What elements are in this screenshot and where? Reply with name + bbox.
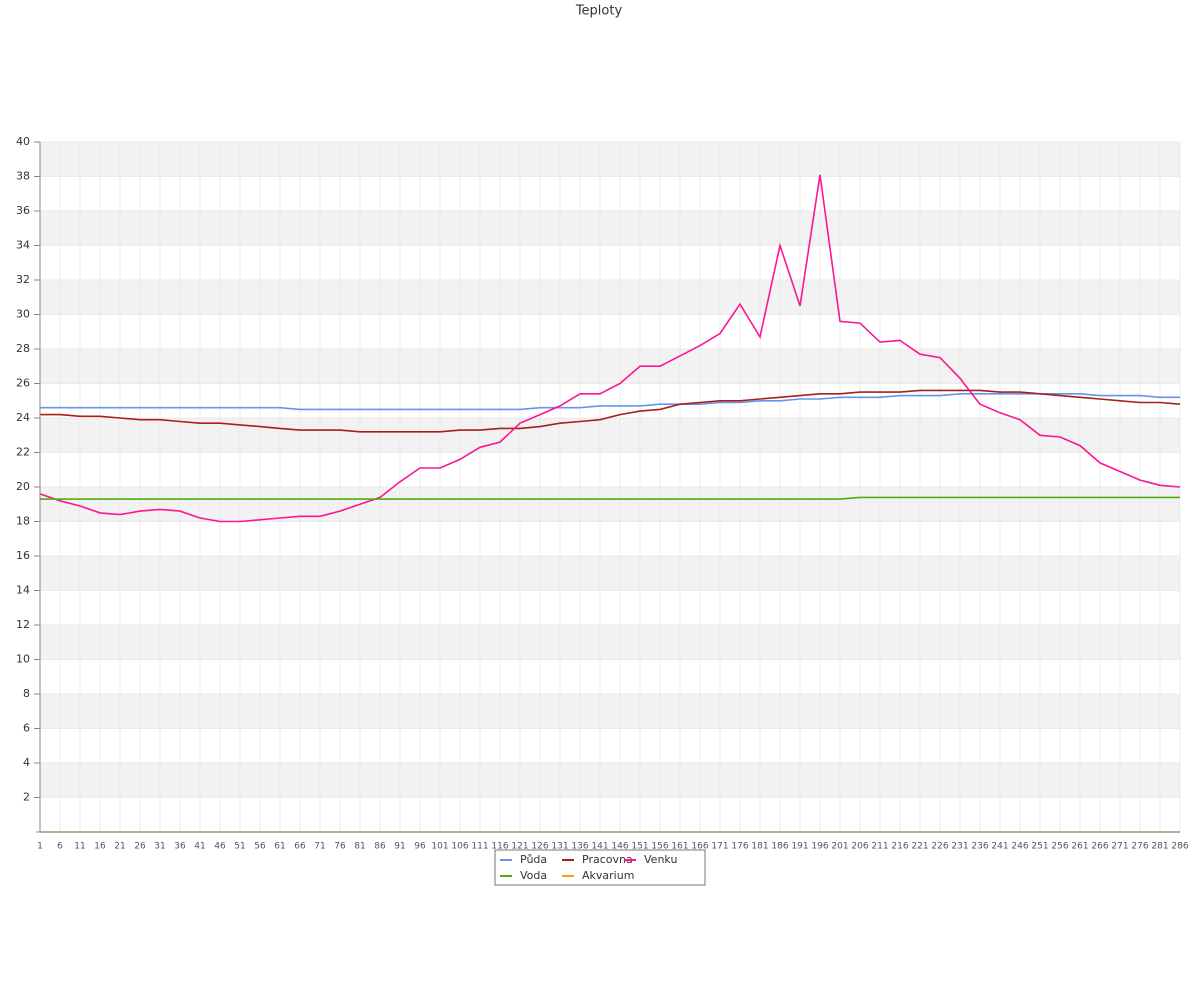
legend-box <box>494 849 706 886</box>
y-tick-label: 10 <box>16 653 30 666</box>
x-tick-label: 61 <box>274 842 285 852</box>
x-tick-label: 76 <box>334 842 346 852</box>
x-tick-label: 166 <box>691 842 708 852</box>
line-series <box>40 496 1180 500</box>
x-tick-label: 21 <box>114 842 125 852</box>
line-series <box>40 393 1180 411</box>
y-tick-label: 40 <box>16 135 30 148</box>
y-tick-label: 26 <box>16 377 30 390</box>
chart-title: Teploty <box>575 4 623 19</box>
legend-label: Půda <box>520 853 547 866</box>
legend-label: Voda <box>520 869 547 882</box>
line-series <box>40 389 1181 433</box>
y-tick-label: 30 <box>16 308 30 321</box>
x-tick-label: 181 <box>751 842 768 852</box>
x-tick-label: 136 <box>571 842 588 852</box>
x-tick-label: 186 <box>771 842 788 852</box>
x-tick-label: 86 <box>374 842 386 852</box>
x-tick-label: 191 <box>791 842 808 852</box>
y-tick-label: 8 <box>23 687 30 700</box>
x-tick-label: 216 <box>891 842 908 852</box>
x-tick-label: 171 <box>711 842 728 852</box>
y-tick-label: 24 <box>16 411 30 424</box>
grid-band <box>40 211 1180 246</box>
x-tick-label: 231 <box>951 842 968 852</box>
grid-band <box>40 349 1180 384</box>
x-tick-label: 121 <box>511 842 528 852</box>
x-tick-label: 201 <box>831 842 848 852</box>
x-tick-label: 16 <box>94 842 106 852</box>
x-tick-label: 241 <box>991 842 1008 852</box>
x-tick-label: 281 <box>1151 842 1168 852</box>
x-tick-label: 116 <box>491 842 508 852</box>
x-tick-label: 236 <box>971 842 988 852</box>
x-tick-label: 91 <box>394 842 405 852</box>
x-tick-label: 11 <box>74 842 85 852</box>
x-tick-label: 81 <box>354 842 365 852</box>
x-tick-label: 41 <box>194 842 205 852</box>
x-tick-label: 106 <box>451 842 468 852</box>
x-tick-label: 36 <box>174 842 186 852</box>
x-tick-label: 261 <box>1071 842 1088 852</box>
x-tick-label: 211 <box>871 842 888 852</box>
y-tick-label: 18 <box>16 515 30 528</box>
x-tick-label: 131 <box>551 842 568 852</box>
x-tick-label: 196 <box>811 842 828 852</box>
x-tick-label: 256 <box>1051 842 1068 852</box>
x-tick-label: 111 <box>471 842 488 852</box>
y-tick-label: 28 <box>16 342 30 355</box>
y-tick-label: 38 <box>16 170 30 183</box>
grid-band <box>40 625 1180 660</box>
grid-band <box>40 280 1180 315</box>
x-tick-label: 26 <box>134 842 146 852</box>
x-tick-label: 96 <box>414 842 426 852</box>
y-tick-label: 20 <box>16 480 30 493</box>
x-tick-label: 226 <box>931 842 948 852</box>
x-tick-label: 1 <box>37 842 43 852</box>
x-tick-label: 271 <box>1111 842 1128 852</box>
legend-label: Venku <box>644 853 677 866</box>
x-tick-label: 56 <box>254 842 266 852</box>
legend-label: Pracovna <box>582 853 633 866</box>
x-tick-label: 46 <box>214 842 226 852</box>
x-tick-label: 161 <box>671 842 688 852</box>
x-tick-label: 286 <box>1171 842 1188 852</box>
grid-band <box>40 556 1180 591</box>
x-tick-label: 141 <box>591 842 608 852</box>
y-tick-label: 2 <box>23 791 30 804</box>
y-tick-label: 12 <box>16 618 30 631</box>
x-tick-label: 31 <box>154 842 165 852</box>
x-tick-label: 101 <box>431 842 448 852</box>
y-tick-label: 22 <box>16 446 30 459</box>
y-tick-label: 4 <box>23 756 30 769</box>
x-tick-label: 156 <box>651 842 668 852</box>
y-tick-label: 36 <box>16 204 30 217</box>
legend-label: Akvarium <box>582 869 634 882</box>
grid-band <box>40 142 1180 177</box>
x-tick-label: 206 <box>851 842 868 852</box>
x-tick-label: 251 <box>1031 842 1048 852</box>
grid-band <box>40 487 1180 522</box>
x-tick-label: 126 <box>531 842 548 852</box>
x-tick-label: 71 <box>314 842 325 852</box>
grid-band <box>40 763 1180 798</box>
x-tick-label: 146 <box>611 842 628 852</box>
y-tick-label: 16 <box>16 549 30 562</box>
y-tick-label: 34 <box>16 239 30 252</box>
x-tick-label: 151 <box>631 842 648 852</box>
line-series <box>39 174 1181 523</box>
x-tick-label: 51 <box>234 842 245 852</box>
y-tick-label: 6 <box>23 722 30 735</box>
grid-band <box>40 694 1180 729</box>
x-tick-label: 276 <box>1131 842 1148 852</box>
y-tick-label: 32 <box>16 273 30 286</box>
x-tick-label: 66 <box>294 842 306 852</box>
y-tick-label: 14 <box>16 584 30 597</box>
x-tick-label: 6 <box>57 842 63 852</box>
x-tick-label: 221 <box>911 842 928 852</box>
x-tick-label: 246 <box>1011 842 1028 852</box>
x-tick-label: 266 <box>1091 842 1108 852</box>
x-tick-label: 176 <box>731 842 748 852</box>
